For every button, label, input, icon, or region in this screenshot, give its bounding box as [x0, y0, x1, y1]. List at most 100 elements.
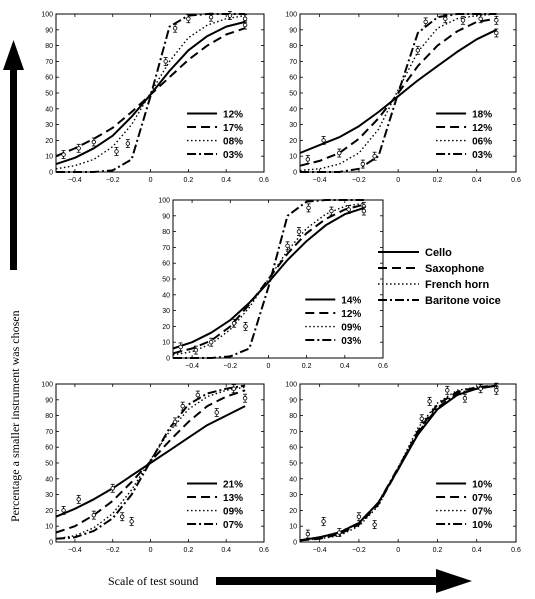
panel-legend-label: 07%: [223, 520, 243, 531]
data-point: [193, 347, 199, 353]
x-tick-label: −0.4: [313, 547, 327, 554]
y-tick-label: 40: [289, 476, 297, 483]
series-line-saxophone: [55, 389, 246, 534]
y-tick-label: 20: [162, 324, 170, 331]
x-tick-label: 0.6: [511, 177, 521, 184]
data-point: [172, 26, 178, 31]
x-arrow: [216, 569, 472, 593]
y-tick-label: 30: [289, 122, 297, 129]
panel-bottom-right: 0 10 20 30 40 50 60 70 80 90 100 −0.4 −0.2 0 0.2 0.4 0.6…: [285, 382, 521, 555]
legend-label-saxophone: Saxophone: [425, 263, 484, 275]
y-tick-label: 50: [289, 91, 297, 98]
data-point: [443, 16, 448, 21]
y-tick-label: 10: [45, 154, 53, 161]
data-point: [372, 153, 377, 159]
data-point: [243, 324, 248, 329]
y-tick-label: 80: [45, 43, 53, 50]
y-tick-label: 70: [45, 429, 53, 436]
data-point: [419, 416, 424, 421]
plot-frame: [299, 383, 517, 543]
data-point: [321, 138, 326, 143]
panel-legend-label: 12%: [472, 123, 492, 134]
data-point: [186, 16, 191, 21]
y-tick-label: 50: [162, 277, 170, 284]
y-tick-label: 100: [285, 12, 297, 19]
x-tick-label: 0.4: [221, 547, 231, 554]
data-point: [360, 161, 366, 167]
y-tick-label: 70: [45, 59, 53, 66]
y-arrow: [3, 40, 24, 270]
x-tick-label: −0.2: [352, 177, 366, 184]
x-tick-label: 0.4: [472, 177, 482, 184]
data-point: [178, 344, 183, 350]
y-tick-label: 90: [289, 397, 297, 404]
data-point: [478, 16, 483, 21]
data-point: [285, 243, 290, 249]
panel-middle: 0 10 20 30 40 50 60 70 80 90 100 −0.4 −0.2 0 0.2 0.4 0.6…: [158, 198, 388, 371]
data-point: [214, 410, 219, 415]
y-tick-label: 30: [289, 492, 297, 499]
x-tick-label: 0.2: [433, 547, 443, 554]
series-line-baritone-voice: [56, 13, 246, 173]
plot-frame: [299, 13, 517, 173]
data-point: [337, 530, 342, 535]
plot-frame: [55, 383, 265, 543]
legend-label-baritone-voice: Baritone voice: [425, 295, 501, 307]
panel-top-left: 0 10 20 30 40 50 60 70 80 90 100 −0.4 −0.2 0 0.2 0.4 0.6…: [41, 11, 269, 184]
data-point: [445, 388, 450, 393]
data-point: [494, 30, 499, 36]
y-tick-label: 0: [293, 540, 297, 547]
panel-legend-label: 13%: [223, 493, 243, 504]
y-tick-label: 100: [41, 12, 53, 19]
y-tick-label: 50: [45, 91, 53, 98]
panel-legend-label: 12%: [223, 110, 243, 121]
data-point: [61, 508, 66, 513]
data-point: [329, 208, 334, 214]
panel-legend-label: 03%: [472, 150, 492, 161]
y-tick-label: 70: [162, 245, 170, 252]
y-tick-label: 80: [289, 413, 297, 420]
x-tick-label: 0.4: [340, 363, 350, 370]
y-tick-label: 10: [162, 340, 170, 347]
x-axis-label: Scale of test sound: [108, 574, 198, 588]
series-line-baritone-voice: [300, 13, 497, 173]
data-point: [129, 519, 134, 524]
x-tick-label: 0: [149, 547, 153, 554]
panel-legend-label: 21%: [223, 480, 243, 491]
panel-legend-label: 14%: [341, 296, 361, 307]
y-tick-label: 20: [45, 138, 53, 145]
x-tick-label: 0.4: [221, 177, 231, 184]
x-tick-label: 0.2: [433, 177, 443, 184]
x-tick-label: −0.4: [313, 177, 327, 184]
series-line-saxophone: [299, 384, 497, 542]
data-point: [361, 208, 367, 214]
y-tick-label: 100: [41, 382, 53, 389]
data-point: [91, 512, 97, 518]
panel-legend-label: 09%: [341, 323, 361, 334]
data-point: [180, 403, 185, 409]
y-tick-label: 60: [289, 445, 297, 452]
series-line-saxophone: [55, 27, 246, 158]
y-tick-label: 10: [289, 154, 297, 161]
series-line-baritone-voice: [55, 384, 246, 540]
data-point: [110, 486, 115, 491]
panel-legend-label: 03%: [341, 336, 361, 347]
y-tick-label: 80: [45, 413, 53, 420]
data-point: [242, 396, 248, 401]
data-point: [415, 48, 421, 53]
y-tick-label: 60: [45, 445, 53, 452]
panel-legend-label: 10%: [472, 520, 492, 531]
data-point: [462, 396, 468, 401]
x-tick-label: 0.4: [472, 547, 482, 554]
y-tick-label: 30: [45, 492, 53, 499]
y-tick-label: 50: [289, 461, 297, 468]
panel-legend-label: 07%: [472, 493, 492, 504]
data-point: [125, 141, 131, 146]
y-tick-label: 0: [166, 356, 170, 363]
panel-legend-label: 06%: [472, 137, 492, 148]
y-axis-label: Percentage a smaller instrument was chos…: [8, 310, 22, 522]
plot-frame: [172, 199, 384, 359]
series-line-baritone-voice: [173, 199, 364, 359]
data-point: [305, 531, 311, 537]
panel-legend-label: 12%: [341, 309, 361, 320]
